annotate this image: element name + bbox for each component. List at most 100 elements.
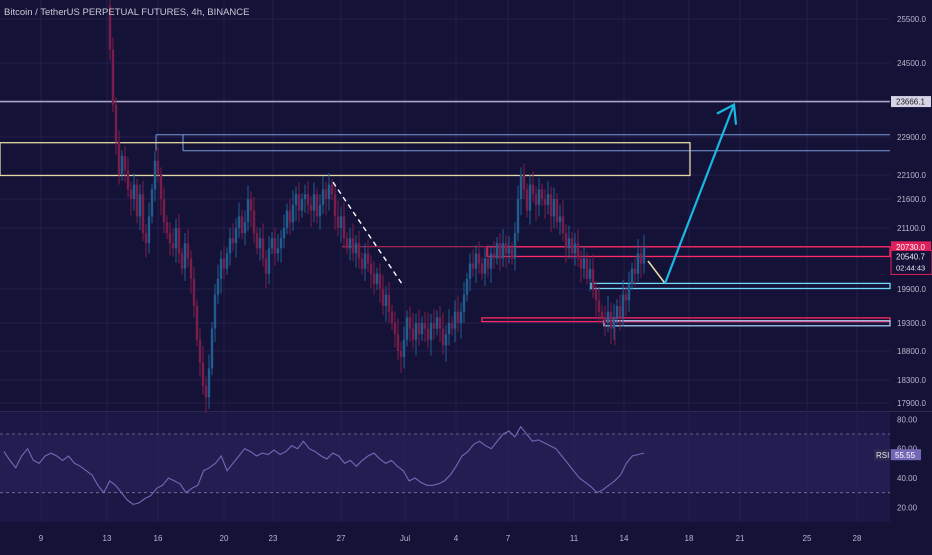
candle-body bbox=[447, 323, 451, 335]
candle-body bbox=[537, 189, 541, 205]
red-zone bbox=[486, 246, 891, 258]
candle-body bbox=[345, 238, 349, 249]
candle-body bbox=[207, 368, 211, 398]
candle-body bbox=[471, 263, 475, 269]
candle-body bbox=[279, 238, 283, 249]
candle-body bbox=[381, 289, 385, 306]
candle-body bbox=[216, 278, 220, 295]
candle-body bbox=[636, 253, 640, 274]
candle-body bbox=[534, 194, 538, 205]
candle-body bbox=[390, 311, 394, 323]
candle-body bbox=[354, 243, 358, 254]
candle-body bbox=[351, 238, 355, 254]
candle-body bbox=[633, 268, 637, 274]
rsi-tick-label: 80.00 bbox=[897, 415, 918, 424]
time-tick-label: 25 bbox=[803, 534, 812, 543]
candle-body bbox=[189, 258, 193, 279]
candle-body bbox=[171, 243, 175, 249]
candle-body bbox=[411, 328, 415, 340]
candle-body bbox=[117, 141, 121, 175]
candle-body bbox=[480, 263, 484, 274]
forecast-arrow-head bbox=[716, 102, 738, 125]
candle-body bbox=[501, 243, 505, 259]
drawings bbox=[332, 102, 738, 285]
candle-body bbox=[225, 253, 229, 269]
candle-body bbox=[303, 194, 307, 199]
rsi-tag: RSI bbox=[876, 451, 889, 460]
rsi-tick-label: 40.00 bbox=[897, 474, 918, 483]
candle-body bbox=[591, 268, 595, 289]
price-tick-label: 19300.0 bbox=[897, 319, 926, 328]
candle-body bbox=[423, 323, 427, 329]
candles bbox=[108, 0, 646, 414]
candle-body bbox=[192, 278, 196, 306]
mark-price-tag-bg bbox=[890, 249, 932, 275]
candle-body bbox=[186, 243, 190, 259]
candle-body bbox=[156, 160, 160, 175]
price-axis[interactable]: 25500.0 24500.0 22900.0 22100.0 21600.0 21100… bbox=[897, 15, 926, 408]
candle-body bbox=[246, 199, 250, 223]
price-tick-label: 25500.0 bbox=[897, 15, 926, 24]
time-tick-label: 7 bbox=[506, 534, 511, 543]
candle-body bbox=[630, 268, 634, 284]
price-tick-label: 22100.0 bbox=[897, 171, 926, 180]
projection-line bbox=[647, 260, 666, 284]
candle-body bbox=[204, 385, 208, 398]
candle-body bbox=[135, 184, 139, 217]
candle-body bbox=[444, 334, 448, 346]
candle-body bbox=[339, 216, 343, 228]
candle-body bbox=[459, 311, 463, 323]
candle-body bbox=[315, 194, 319, 217]
candle-body bbox=[138, 194, 142, 217]
candle-body bbox=[642, 246, 646, 264]
candle-body bbox=[120, 156, 124, 175]
candle-body bbox=[267, 248, 271, 274]
candle-body bbox=[546, 194, 550, 205]
candle-body bbox=[543, 199, 547, 205]
candle-body bbox=[573, 243, 577, 254]
candle-body bbox=[414, 323, 418, 340]
candle-body bbox=[255, 233, 259, 249]
main-pane-background bbox=[0, 0, 932, 412]
candle-body bbox=[540, 189, 544, 199]
rsi-line bbox=[3, 425, 645, 505]
candle-body bbox=[129, 189, 133, 199]
candle-body bbox=[486, 258, 490, 269]
candle-body bbox=[426, 328, 430, 340]
candle-body bbox=[141, 194, 145, 234]
candle-body bbox=[168, 233, 172, 244]
candle-body bbox=[297, 194, 301, 211]
time-axis-background bbox=[0, 522, 932, 550]
candle-body bbox=[306, 194, 310, 205]
candle-body bbox=[588, 268, 592, 279]
candle-body bbox=[222, 258, 226, 269]
candle-body bbox=[615, 306, 619, 318]
candle-body bbox=[549, 194, 553, 217]
candle-body bbox=[438, 317, 442, 329]
candle-body bbox=[291, 204, 295, 223]
candle-body bbox=[600, 311, 604, 318]
candle-body bbox=[333, 194, 337, 217]
candle-body bbox=[492, 253, 496, 259]
mark-price-tag: 20540.7 bbox=[896, 252, 925, 261]
candle-body bbox=[183, 243, 187, 269]
candle-body bbox=[108, 5, 112, 50]
rsi-tag-bg bbox=[874, 449, 891, 461]
supply-zone bbox=[0, 142, 691, 177]
price-tick-label: 18300.0 bbox=[897, 376, 926, 385]
price-tick-label: 18800.0 bbox=[897, 347, 926, 356]
target-price-tag-bg bbox=[891, 96, 931, 108]
candle-body bbox=[528, 184, 532, 211]
candle-body bbox=[198, 339, 202, 363]
dashed-trendline bbox=[332, 181, 403, 285]
candle-body bbox=[507, 248, 511, 254]
candle-body bbox=[261, 238, 265, 259]
candle-body bbox=[504, 243, 508, 254]
candle-body bbox=[273, 238, 277, 254]
candle-body bbox=[612, 317, 616, 329]
candle-body bbox=[462, 294, 466, 312]
time-tick-label: 4 bbox=[454, 534, 459, 543]
time-axis[interactable]: 9 13 16 20 23 27 Jul 4 7 11 14 18 21 25 28 bbox=[39, 534, 862, 543]
